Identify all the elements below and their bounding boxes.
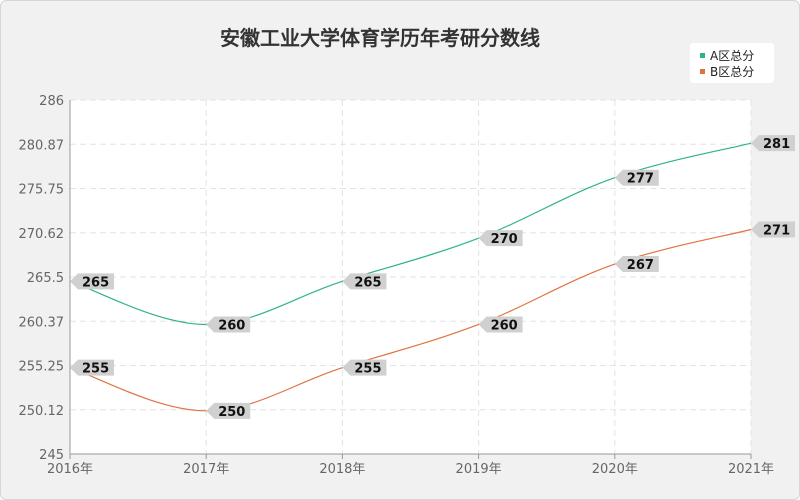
x-tick-label: 2019年: [456, 462, 502, 477]
legend-swatch-a: [700, 53, 705, 58]
legend-swatch-b: [700, 69, 705, 74]
data-label-bg: [70, 273, 114, 290]
x-tick-label: 2021年: [728, 462, 774, 477]
data-label-group: 265: [70, 273, 114, 290]
y-tick-label: 245: [39, 448, 64, 463]
data-label: 281: [763, 137, 790, 152]
y-tick-label: 280.87: [19, 138, 65, 153]
data-label-group: 255: [70, 359, 114, 377]
data-label-bg: [751, 135, 795, 152]
data-label: 270: [491, 232, 518, 247]
legend-item-a[interactable]: A区总分: [700, 49, 754, 63]
data-label-bg: [70, 359, 114, 376]
data-label-group: 281: [751, 135, 795, 152]
data-label: 250: [218, 405, 245, 420]
data-label-group: 260: [206, 316, 251, 333]
chart-legend: A区总分 B区总分: [690, 43, 774, 83]
data-label-bg: [751, 221, 795, 238]
data-label-group: 271: [751, 221, 795, 239]
y-tick-label: 265.5: [27, 271, 64, 286]
data-label-group: 267: [614, 256, 659, 273]
data-label: 271: [763, 224, 790, 239]
data-label-group: 265: [342, 273, 387, 290]
data-label-group: 255: [342, 359, 387, 377]
y-tick-label: 286: [39, 94, 64, 109]
data-label: 265: [82, 275, 109, 290]
legend-item-b[interactable]: B区总分: [700, 65, 754, 79]
data-label-group: 250: [206, 402, 251, 420]
y-tick-label: 260.37: [19, 315, 65, 330]
x-tick-label: 2016年: [47, 462, 93, 477]
legend-label-b: B区总分: [710, 65, 755, 79]
data-label-bg: [614, 256, 659, 273]
data-label: 255: [82, 362, 109, 377]
data-label: 260: [218, 318, 245, 333]
y-tick-label: 250.12: [19, 404, 65, 419]
data-label-bg: [478, 316, 523, 333]
data-label-bg: [478, 230, 523, 247]
data-label-bg: [206, 316, 251, 333]
x-tick-label: 2020年: [592, 462, 638, 477]
data-label: 267: [627, 258, 654, 273]
data-label-group: 270: [478, 230, 523, 247]
data-label-bg: [614, 169, 659, 186]
y-tick-label: 275.75: [19, 183, 65, 198]
chart-title: 安徽工业大学体育学历年考研分数线: [220, 26, 540, 50]
data-label: 260: [491, 318, 518, 333]
x-tick-label: 2017年: [183, 462, 229, 477]
data-label: 277: [627, 172, 654, 187]
data-label-bg: [342, 359, 387, 376]
y-tick-label: 255.25: [19, 360, 65, 375]
data-label: 255: [354, 362, 381, 377]
x-tick-label: 2018年: [319, 462, 365, 477]
data-label-group: 260: [478, 316, 523, 333]
data-label-group: 277: [614, 169, 659, 187]
y-tick-label: 270.62: [19, 227, 65, 242]
data-label: 265: [354, 275, 381, 290]
data-label-bg: [342, 273, 387, 290]
legend-label-a: A区总分: [710, 49, 755, 63]
data-label-bg: [206, 402, 251, 419]
